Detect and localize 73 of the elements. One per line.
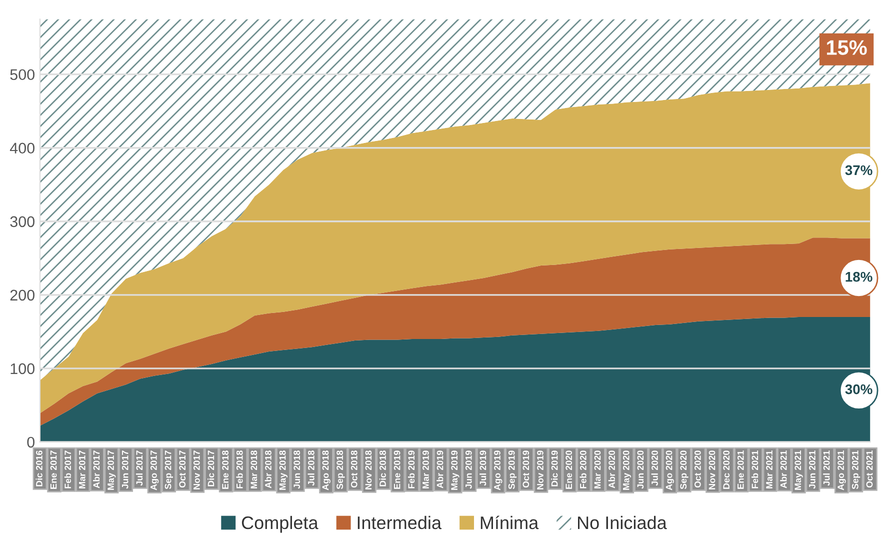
x-tick-label: Sep 2019 [508, 450, 517, 490]
y-tick-label: 200 [10, 290, 35, 301]
x-tick-label: Abr 2018 [264, 450, 272, 488]
x-tick-label: Oct 2017 [179, 450, 186, 488]
x-tick-label: Mar 2021 [766, 450, 772, 488]
x-tick-label: Oct 2018 [350, 450, 358, 488]
x-tick-label: Ene 2019 [394, 450, 400, 489]
x-tick-label: Jun 2020 [637, 450, 644, 489]
x-tick-label: Oct 2020 [694, 450, 701, 488]
y-tick-label: 500 [10, 69, 35, 80]
x-tick-label: Mar 2018 [250, 450, 258, 488]
x-tick-label: Abr 2017 [93, 450, 100, 488]
x-tick-label: Abr 2020 [608, 450, 615, 488]
x-tick-label: May 2019 [451, 450, 460, 490]
y-tick-label: 0 [27, 436, 34, 448]
x-tick-label: Jun 2019 [465, 450, 472, 489]
x-tick-label: Jul 2020 [651, 450, 658, 486]
annotation: 30% [845, 384, 872, 394]
x-tick-label: May 2018 [279, 450, 288, 490]
x-tick-label: Ago 2021 [838, 450, 846, 490]
x-tick-label: Nov 2018 [365, 450, 372, 490]
x-tick-label: Sep 2018 [336, 450, 345, 490]
y-tick-label: 100 [10, 363, 35, 374]
x-tick-label: Jun 2017 [122, 450, 128, 489]
x-tick-label: May 2020 [622, 450, 632, 490]
x-tick-label: Sep 2017 [164, 450, 174, 490]
x-tick-label: Ago 2017 [150, 450, 159, 490]
x-tick-label: Sep 2021 [852, 450, 860, 490]
x-tick-label: Abr 2019 [436, 450, 444, 488]
legend-label: Mínima [480, 516, 539, 530]
x-tick-label: Jul 2021 [823, 450, 830, 486]
x-tick-label: Feb 2017 [64, 450, 72, 488]
x-tick-label: Mar 2019 [422, 450, 429, 488]
x-tick-label: Jun 2021 [809, 450, 816, 489]
x-tick-label: Nov 2017 [193, 450, 200, 490]
legend-label: Intermedia [358, 516, 442, 530]
x-tick-label: Jul 2019 [480, 450, 486, 486]
x-tick-label: Ago 2019 [494, 450, 502, 490]
x-tick-label: Oct 2019 [522, 450, 530, 488]
annotation: 15% [826, 40, 867, 55]
x-tick-label: Ago 2020 [666, 450, 674, 490]
x-tick-label: Dic 2016 [36, 450, 42, 486]
x-tick-label: Dic 2018 [379, 450, 386, 486]
legend-label: No Iniciada [578, 516, 667, 530]
x-tick-label: Jul 2017 [136, 450, 143, 486]
x-tick-label: Ene 2018 [222, 450, 228, 489]
x-tick-label: Dic 2017 [208, 450, 214, 486]
x-tick-label: Ago 2018 [322, 450, 330, 490]
x-tick-label: May 2021 [794, 450, 803, 490]
y-tick-label: 400 [10, 142, 35, 154]
annotation: 18% [846, 272, 872, 282]
x-tick-label: Feb 2019 [408, 450, 415, 488]
x-tick-label: Sep 2020 [680, 450, 688, 490]
x-tick-label: Dic 2019 [551, 450, 558, 486]
x-tick-label: Feb 2018 [236, 450, 243, 488]
x-tick-label: Mar 2017 [78, 450, 86, 488]
x-tick-label: Dec 2020 [723, 450, 730, 489]
x-tick-label: Oct 2021 [866, 450, 873, 488]
x-tick-label: Ene 2017 [50, 450, 57, 489]
annotation: 37% [845, 165, 872, 176]
x-tick-label: Nov 2019 [537, 450, 544, 490]
y-tick-label: 300 [10, 216, 35, 228]
x-tick-label: Ene 2021 [737, 450, 744, 489]
x-tick-label: May 2017 [108, 450, 116, 490]
x-tick-label: Feb 2021 [752, 450, 758, 488]
x-tick-label: Ene 2020 [566, 450, 572, 489]
x-tick-label: Mar 2020 [594, 450, 601, 488]
x-tick-label: Abr 2021 [780, 450, 787, 488]
x-tick-label: Feb 2020 [580, 450, 586, 488]
x-tick-label: Jun 2018 [294, 450, 300, 489]
x-tick-label: Nov 2020 [708, 450, 716, 490]
legend-label: Completa [242, 516, 318, 533]
x-tick-label: Jul 2018 [308, 450, 314, 486]
